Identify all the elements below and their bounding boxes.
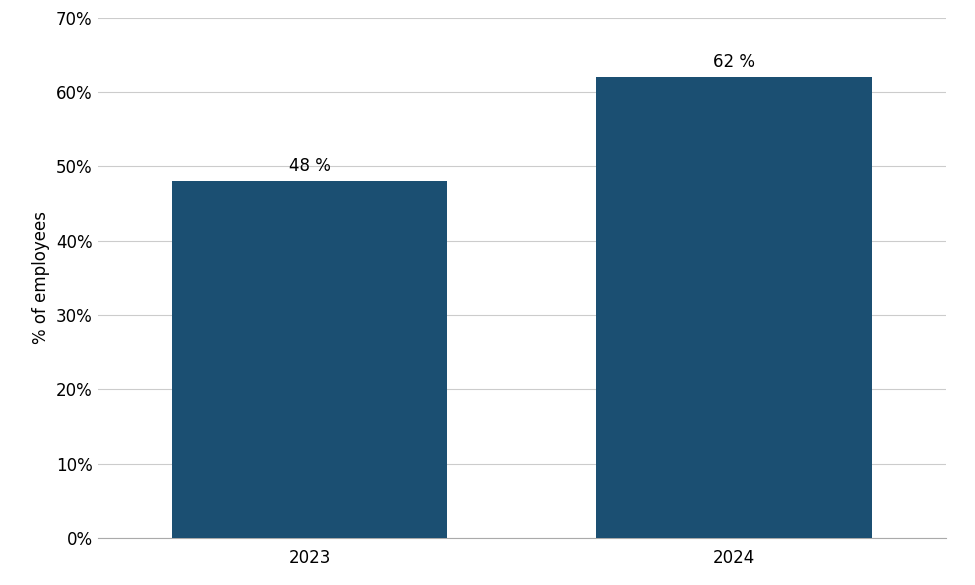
Y-axis label: % of employees: % of employees xyxy=(32,211,51,345)
Bar xyxy=(172,181,448,538)
Bar xyxy=(596,77,872,538)
Text: 48 %: 48 % xyxy=(289,157,331,176)
Text: 62 %: 62 % xyxy=(713,53,755,71)
